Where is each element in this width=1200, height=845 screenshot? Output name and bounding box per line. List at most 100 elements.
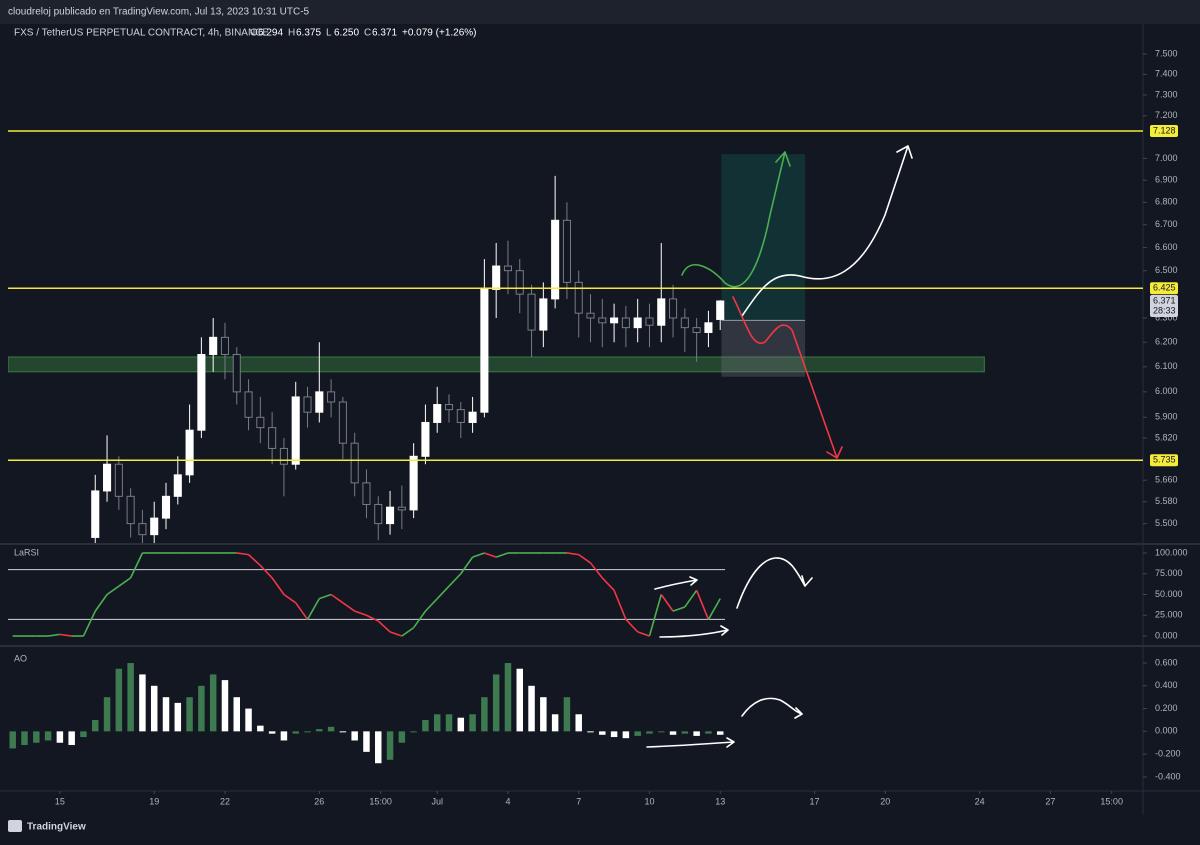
- ao-bar: [540, 697, 547, 732]
- ao-bar: [716, 731, 724, 735]
- ao-bar: [339, 731, 347, 733]
- larsi-segment: [695, 590, 710, 620]
- candle-body: [150, 517, 159, 536]
- larsi-segment: [366, 614, 379, 622]
- attribution: cloudreloj publicado en TradingView.com,…: [8, 7, 310, 18]
- brand-name: TradingView: [27, 822, 86, 833]
- y-tick-label: 7.400: [1155, 69, 1178, 79]
- ao-bar: [622, 731, 630, 739]
- y-tick-label: 6.000: [1155, 386, 1178, 396]
- x-tick-label: Jul: [431, 796, 443, 806]
- y-tick-label: 5.660: [1155, 475, 1178, 485]
- ao-bar: [304, 731, 311, 733]
- larsi-segment: [82, 610, 96, 637]
- ao-bar: [139, 674, 146, 732]
- ohlc-key: L: [326, 28, 332, 39]
- y-tick-label: 0.600: [1155, 657, 1178, 667]
- candle-body: [386, 506, 395, 525]
- ao-bar: [292, 731, 299, 734]
- candle-body: [480, 288, 489, 413]
- ao-bar: [9, 731, 16, 749]
- larsi-segment: [59, 633, 72, 637]
- pane-title: AO: [14, 653, 27, 663]
- x-tick-label: 27: [1045, 796, 1055, 806]
- candle-body: [103, 463, 112, 492]
- ao-bar: [103, 697, 111, 732]
- candle-body: [91, 490, 100, 538]
- larsi-segment: [319, 593, 332, 600]
- candle-body: [362, 482, 371, 505]
- level-label-bg: [1150, 454, 1178, 467]
- candle-body: [503, 265, 513, 272]
- candle-body: [374, 503, 383, 525]
- ao-bar: [504, 663, 512, 732]
- pane-title: LaRSI: [14, 547, 39, 557]
- ao-bar: [280, 731, 288, 741]
- ao-bar: [669, 731, 677, 735]
- larsi-segment: [460, 556, 474, 575]
- ao-bar: [92, 719, 99, 732]
- larsi-segment: [613, 590, 627, 620]
- ao-bar: [44, 731, 52, 741]
- y-tick-label: 100.000: [1155, 547, 1188, 557]
- ohlc-value: 6.250: [334, 28, 359, 39]
- ao-bar: [469, 714, 476, 732]
- ao-bar: [21, 731, 28, 746]
- level-label: 5.735: [1153, 455, 1176, 465]
- candle-body: [633, 317, 642, 329]
- y-tick-label: 6.700: [1155, 219, 1178, 229]
- last-price: 6.371: [1153, 295, 1176, 305]
- y-tick-label: -0.200: [1155, 749, 1181, 759]
- drawn-arrow-down: [732, 296, 843, 459]
- ao-bar: [445, 714, 453, 732]
- larsi-segment: [306, 598, 320, 620]
- larsi-segment: [448, 573, 462, 587]
- x-tick-label: 17: [810, 796, 820, 806]
- ohlc-key: H: [288, 28, 295, 39]
- larsi-segment: [129, 552, 144, 579]
- candle-body: [621, 317, 630, 329]
- larsi-segment: [589, 562, 603, 579]
- x-tick-label: 20: [880, 796, 890, 806]
- ao-bar: [658, 731, 665, 733]
- candle-body: [586, 312, 595, 319]
- ao-bar: [433, 714, 441, 732]
- y-tick-label: 7.200: [1155, 110, 1178, 120]
- candle-body: [397, 506, 406, 511]
- y-tick-label: 0.000: [1155, 726, 1178, 736]
- ao-bar: [162, 697, 170, 732]
- ao-bar: [705, 731, 712, 734]
- candle-body: [315, 391, 324, 413]
- candle-body: [704, 322, 713, 333]
- ao-bar: [221, 680, 229, 732]
- y-tick-label: 6.300: [1155, 312, 1178, 322]
- candle-body: [197, 353, 206, 431]
- x-tick-label: 13: [715, 796, 725, 806]
- candle-body: [527, 293, 536, 331]
- candle-body: [126, 495, 135, 525]
- larsi-segment: [648, 594, 663, 637]
- ao-bar: [422, 719, 429, 732]
- x-tick-label: 19: [149, 796, 159, 806]
- ao-bar: [150, 685, 158, 732]
- y-tick-label: 75.000: [1155, 568, 1183, 578]
- candle-body: [574, 281, 583, 314]
- candle-body: [456, 409, 465, 423]
- ao-bar: [127, 663, 134, 732]
- candle-body: [244, 391, 253, 418]
- ohlc-value: 6.375: [296, 28, 321, 39]
- ao-bar: [492, 674, 500, 732]
- candle-body: [657, 298, 666, 326]
- candle-body: [468, 411, 477, 423]
- ao-bar: [634, 731, 641, 736]
- candle-body: [610, 317, 619, 324]
- larsi-segment: [354, 610, 367, 617]
- ao-bar: [351, 731, 358, 741]
- larsi-segment: [106, 585, 120, 596]
- candle-body: [716, 300, 725, 320]
- larsi-segment: [94, 594, 108, 612]
- larsi-segment: [578, 553, 591, 564]
- larsi-segment: [295, 602, 309, 620]
- ao-bar: [386, 731, 394, 760]
